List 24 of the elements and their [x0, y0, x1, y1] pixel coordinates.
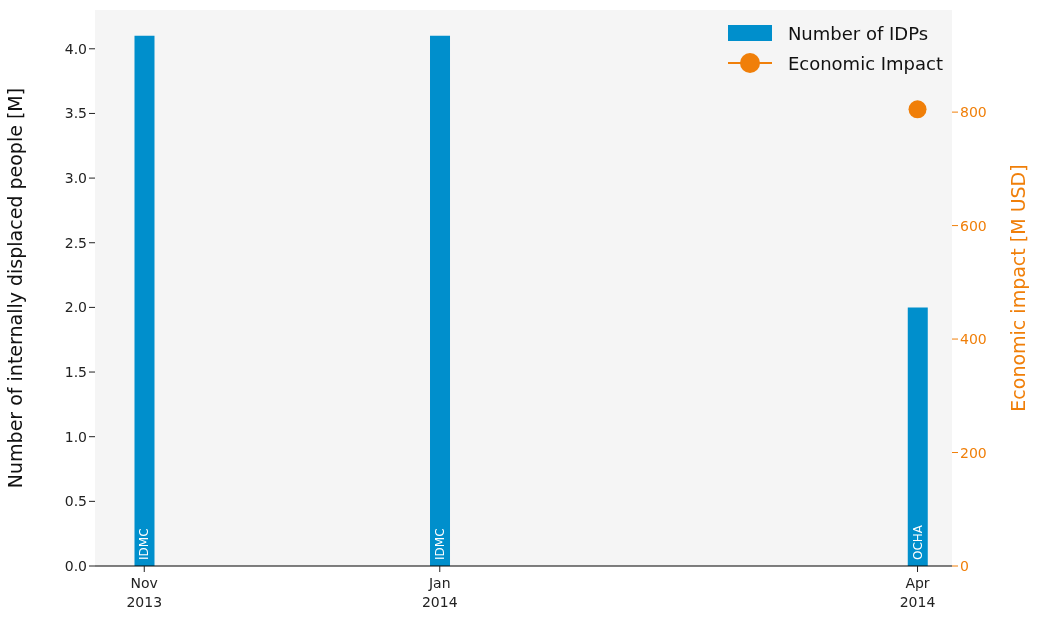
y2-tick-label: 800: [960, 104, 987, 121]
legend-label: Number of IDPs: [787, 22, 929, 44]
y2-tick-label: 400: [960, 331, 987, 348]
y-tick-label: 2.0: [64, 299, 87, 316]
y-tick-label: 0.5: [64, 493, 87, 510]
x-tick-label: Jan 2014: [421, 575, 458, 610]
y-tick-label: 1.5: [64, 364, 87, 381]
y-axis-title: Number of internally displaced people [M]: [3, 87, 26, 489]
annotation: OCHA: [910, 524, 925, 560]
x-tick-label: Apr 2014: [899, 575, 936, 610]
y2-tick-label: 200: [960, 444, 987, 461]
y2-axis-title: Economic impact [M USD]: [1006, 164, 1029, 412]
x-tick-label: Nov 2013: [126, 575, 163, 610]
y2-tick-label: 0: [960, 557, 969, 574]
y-tick-label: 0.0: [64, 557, 87, 574]
y-tick-label: 1.0: [64, 428, 87, 445]
y-tick-label: 3.5: [64, 105, 87, 122]
y-tick-label: 3.0: [64, 170, 87, 187]
annotation: IDMC: [137, 528, 152, 560]
legend-label: Economic Impact: [787, 52, 943, 74]
y-tick-label: 2.5: [64, 234, 87, 251]
annotation: IDMC: [432, 528, 447, 560]
y-tick-label: 4.0: [64, 40, 87, 57]
y2-tick-label: 600: [960, 217, 987, 234]
